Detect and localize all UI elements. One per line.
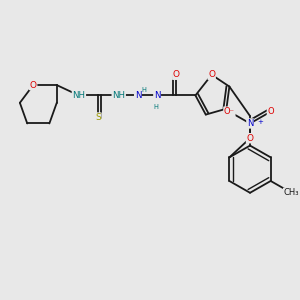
Text: N: N: [135, 91, 141, 100]
Text: CH₃: CH₃: [284, 188, 299, 197]
Text: O: O: [30, 81, 37, 90]
Text: O⁻: O⁻: [224, 107, 235, 116]
Text: O: O: [208, 70, 215, 79]
Text: +: +: [257, 119, 263, 125]
Text: H: H: [153, 104, 158, 110]
Text: NH: NH: [112, 91, 125, 100]
Text: N: N: [154, 91, 160, 100]
Text: NH: NH: [72, 91, 86, 100]
Text: O: O: [247, 134, 254, 143]
Text: H: H: [141, 87, 146, 93]
Text: O: O: [267, 107, 274, 116]
Text: N: N: [247, 119, 253, 128]
Text: O: O: [173, 70, 180, 79]
Text: S: S: [95, 113, 101, 122]
